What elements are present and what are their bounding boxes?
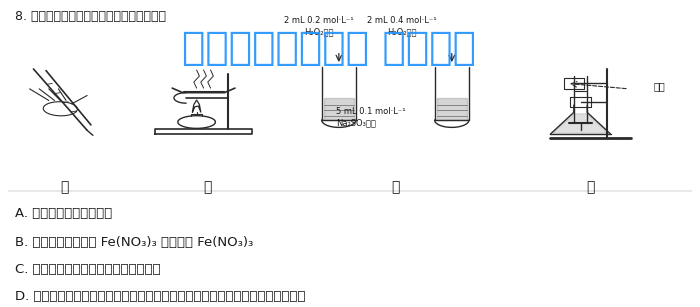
Text: C. 丙：探究浓度对化学反应速率的影响: C. 丙：探究浓度对化学反应速率的影响: [15, 263, 161, 276]
Text: 丁: 丁: [587, 180, 595, 194]
Text: 乙: 乙: [203, 180, 211, 194]
Text: 眼睛: 眼睛: [653, 81, 665, 91]
Text: 8. 下列实验设计或装置能达到实验目的的是: 8. 下列实验设计或装置能达到实验目的的是: [15, 10, 167, 23]
Polygon shape: [552, 114, 608, 133]
Text: 丙: 丙: [391, 180, 400, 194]
Text: 5 mL 0.1 mol·L⁻¹
Na₂SO₃溶液: 5 mL 0.1 mol·L⁻¹ Na₂SO₃溶液: [336, 107, 406, 127]
Text: 2 mL 0.2 mol·L⁻¹
H₂O₂溶液: 2 mL 0.2 mol·L⁻¹ H₂O₂溶液: [284, 17, 354, 37]
Text: D. 丁：滴定过程中，眼睛一直观察滴定管中的液面以准确获取滴定终点时的读数: D. 丁：滴定过程中，眼睛一直观察滴定管中的液面以准确获取滴定终点时的读数: [15, 290, 306, 303]
Polygon shape: [437, 98, 467, 120]
Text: A. 甲：碱式滴定管排气泡: A. 甲：碱式滴定管排气泡: [15, 207, 113, 220]
Text: 微信公众号关注： 趣找答案: 微信公众号关注： 趣找答案: [182, 29, 476, 67]
Text: 2 mL 0.4 mol·L⁻¹
H₂O₂溶液: 2 mL 0.4 mol·L⁻¹ H₂O₂溶液: [368, 17, 437, 37]
Polygon shape: [323, 98, 354, 120]
Text: B. 乙：在空气中蒸发 Fe(NO₃)₃ 溶液得到 Fe(NO₃)₃: B. 乙：在空气中蒸发 Fe(NO₃)₃ 溶液得到 Fe(NO₃)₃: [15, 236, 253, 249]
Text: 甲: 甲: [60, 180, 69, 194]
